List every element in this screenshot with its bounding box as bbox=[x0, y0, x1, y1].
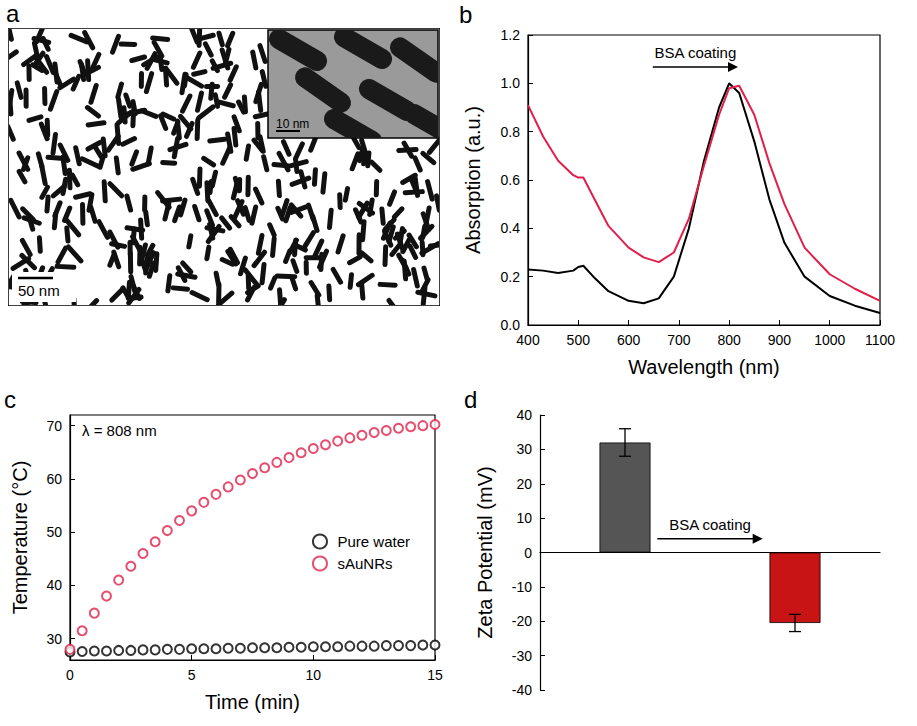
svg-text:400: 400 bbox=[516, 332, 540, 348]
svg-text:600: 600 bbox=[617, 332, 641, 348]
svg-text:0: 0 bbox=[66, 667, 74, 683]
svg-text:10 nm: 10 nm bbox=[276, 117, 309, 131]
svg-text:Temperature (°C): Temperature (°C) bbox=[9, 461, 31, 615]
svg-text:50 nm: 50 nm bbox=[18, 282, 60, 299]
svg-text:0.0: 0.0 bbox=[501, 317, 521, 333]
svg-text:900: 900 bbox=[768, 332, 792, 348]
svg-text:1.2: 1.2 bbox=[501, 27, 521, 43]
svg-text:0.6: 0.6 bbox=[501, 172, 521, 188]
svg-text:50: 50 bbox=[46, 524, 62, 540]
svg-text:0.2: 0.2 bbox=[501, 269, 521, 285]
svg-text:0.4: 0.4 bbox=[501, 220, 521, 236]
svg-text:1.0: 1.0 bbox=[501, 75, 521, 91]
svg-text:-10: -10 bbox=[512, 579, 532, 595]
svg-text:d: d bbox=[464, 386, 477, 413]
svg-text:λ = 808 nm: λ = 808 nm bbox=[82, 422, 157, 439]
svg-text:b: b bbox=[459, 1, 472, 28]
svg-text:Pure water: Pure water bbox=[337, 533, 410, 550]
svg-text:15: 15 bbox=[427, 667, 443, 683]
svg-text:Wavelength (nm): Wavelength (nm) bbox=[628, 356, 780, 378]
svg-text:1100: 1100 bbox=[865, 332, 895, 348]
svg-text:Time (min): Time (min) bbox=[205, 691, 300, 713]
svg-text:-40: -40 bbox=[512, 682, 532, 698]
svg-text:Absorption (a.u.): Absorption (a.u.) bbox=[462, 106, 484, 254]
svg-text:c: c bbox=[4, 386, 16, 413]
svg-text:5: 5 bbox=[188, 667, 196, 683]
svg-text:0.8: 0.8 bbox=[501, 124, 521, 140]
svg-text:1000: 1000 bbox=[814, 332, 845, 348]
svg-text:BSA coating: BSA coating bbox=[669, 516, 751, 533]
svg-text:20: 20 bbox=[516, 476, 532, 492]
svg-text:10: 10 bbox=[516, 510, 532, 526]
svg-text:800: 800 bbox=[717, 332, 741, 348]
svg-text:BSA coating: BSA coating bbox=[655, 44, 737, 61]
svg-text:10: 10 bbox=[306, 667, 322, 683]
svg-text:-30: -30 bbox=[512, 648, 532, 664]
svg-text:700: 700 bbox=[667, 332, 691, 348]
html-text:a: a bbox=[6, 0, 20, 27]
svg-text:30: 30 bbox=[46, 631, 62, 647]
svg-text:70: 70 bbox=[46, 418, 62, 434]
svg-text:30: 30 bbox=[516, 441, 532, 457]
svg-text:sAuNRs: sAuNRs bbox=[337, 555, 392, 572]
svg-text:500: 500 bbox=[567, 332, 591, 348]
svg-text:40: 40 bbox=[516, 407, 532, 423]
svg-text:60: 60 bbox=[46, 471, 62, 487]
svg-text:40: 40 bbox=[46, 577, 62, 593]
svg-text:Zeta Potential (mV): Zeta Potential (mV) bbox=[474, 466, 496, 638]
svg-text:-20: -20 bbox=[512, 613, 532, 629]
svg-text:0: 0 bbox=[524, 545, 532, 561]
